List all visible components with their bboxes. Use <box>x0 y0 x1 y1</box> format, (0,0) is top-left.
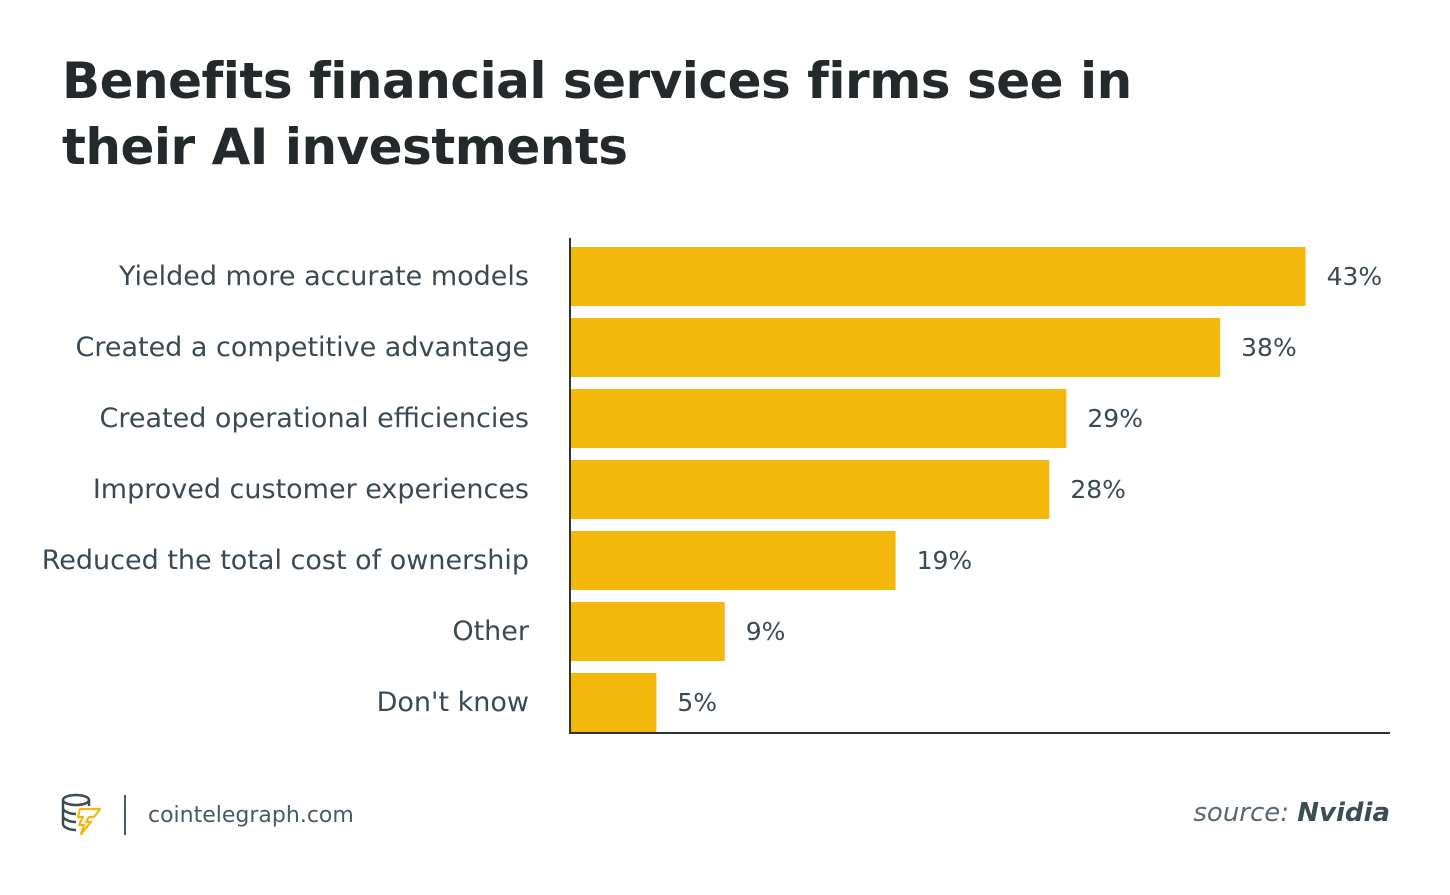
chart-title: Benefits financial services firms see in… <box>62 52 1132 176</box>
footer-divider <box>124 795 126 835</box>
bar-created-a-competitive-advantage <box>571 318 1221 377</box>
category-label-created-operational-efficiencies: Created operational efficiencies <box>99 403 529 434</box>
bar-improved-customer-experiences <box>571 460 1050 519</box>
category-label-don-t-know: Don't know <box>377 687 529 718</box>
value-label-created-operational-efficiencies: 29% <box>1087 404 1143 433</box>
category-label-reduced-the-total-cost-of-ownership: Reduced the total cost of ownership <box>42 545 529 576</box>
value-label-yielded-more-accurate-models: 43% <box>1327 262 1383 291</box>
bar-other <box>571 602 725 661</box>
value-label-reduced-the-total-cost-of-ownership: 19% <box>917 546 973 575</box>
category-labels-group: Yielded more accurate models Created a co… <box>42 261 530 718</box>
category-label-improved-customer-experiences: Improved customer experiences <box>93 474 529 505</box>
cointelegraph-logo-icon <box>58 791 104 840</box>
value-labels-group: 43% 38% 29% 28% 19% 9% 5% <box>677 262 1382 717</box>
source-name: Nvidia <box>1297 798 1390 828</box>
value-label-other: 9% <box>746 617 786 646</box>
value-label-created-a-competitive-advantage: 38% <box>1241 333 1297 362</box>
category-label-other: Other <box>452 616 530 647</box>
value-label-improved-customer-experiences: 28% <box>1070 475 1126 504</box>
bar-created-operational-efficiencies <box>571 389 1067 448</box>
category-label-yielded-more-accurate-models: Yielded more accurate models <box>118 261 529 292</box>
source-credit: source: Nvidia <box>1193 798 1390 828</box>
category-label-created-a-competitive-advantage: Created a competitive advantage <box>75 332 529 363</box>
bar-don-t-know <box>571 673 657 732</box>
brand-url[interactable]: cointelegraph.com <box>148 802 354 828</box>
value-label-don-t-know: 5% <box>677 688 717 717</box>
bar-yielded-more-accurate-models <box>571 247 1306 306</box>
source-prefix: source: <box>1193 798 1290 828</box>
bars-group <box>571 247 1306 732</box>
footer-brand: cointelegraph.com <box>58 793 354 837</box>
bar-reduced-the-total-cost-of-ownership <box>571 531 896 590</box>
